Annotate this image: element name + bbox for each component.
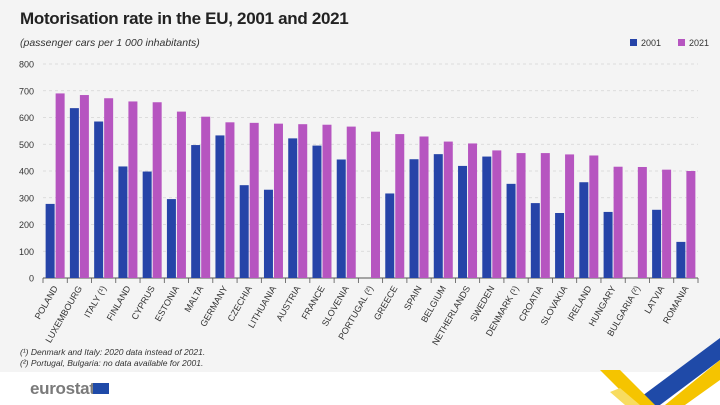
bar-2021 xyxy=(322,124,332,278)
bar-2001 xyxy=(312,145,322,278)
y-tick-label: 200 xyxy=(19,220,34,230)
bar-2021 xyxy=(589,155,599,278)
bar-2001 xyxy=(506,183,516,278)
bar-2021 xyxy=(492,150,502,278)
y-tick-label: 600 xyxy=(19,113,34,123)
bar-2001 xyxy=(288,138,298,278)
bar-2001 xyxy=(579,182,589,278)
x-tick-label: ESTONIA xyxy=(153,284,181,323)
bar-2001 xyxy=(555,212,565,278)
eu-flag-icon xyxy=(93,383,109,394)
bar-2001 xyxy=(433,154,443,278)
bar-2021 xyxy=(371,131,380,278)
bar-2001 xyxy=(676,241,686,278)
y-tick-label: 0 xyxy=(29,274,34,284)
x-tick-label: ITALY (¹) xyxy=(82,284,108,319)
bar-2021 xyxy=(55,93,65,278)
bar-chart: 0100200300400500600700800POLANDLUXEMBOUR… xyxy=(19,38,709,347)
footnote-2: (²) Portugal, Bulgaria: no data availabl… xyxy=(20,358,204,368)
bar-2021 xyxy=(468,143,478,278)
x-tick-label: GREECE xyxy=(372,284,400,322)
bar-2001 xyxy=(239,185,249,278)
bar-2001 xyxy=(142,171,152,278)
bar-2021 xyxy=(443,141,453,278)
bar-2001 xyxy=(94,121,104,278)
y-tick-label: 500 xyxy=(19,140,34,150)
chart-title: Motorisation rate in the EU, 2001 and 20… xyxy=(20,9,349,28)
bar-2001 xyxy=(45,203,55,278)
bar-2021 xyxy=(346,126,356,278)
bar-2001 xyxy=(458,165,468,278)
bar-2001 xyxy=(263,189,273,278)
bar-2001 xyxy=(69,108,79,278)
bar-2021 xyxy=(225,122,235,278)
y-tick-label: 300 xyxy=(19,193,34,203)
x-tick-label: MALTA xyxy=(182,284,205,314)
decorative-chevron-icon xyxy=(600,338,720,405)
legend-label: 2001 xyxy=(641,38,661,48)
bar-2021 xyxy=(104,98,114,279)
bar-2021 xyxy=(613,166,623,278)
bar-2021 xyxy=(152,102,162,278)
y-tick-label: 800 xyxy=(19,60,34,70)
bar-2001 xyxy=(166,199,176,278)
bar-2021 xyxy=(516,153,526,278)
bar-2021 xyxy=(298,124,308,278)
bar-2001 xyxy=(118,166,128,278)
y-tick-label: 400 xyxy=(19,167,34,177)
footnote-1: (¹) Denmark and Italy: 2020 data instead… xyxy=(20,347,206,357)
y-tick-label: 700 xyxy=(19,86,34,96)
x-tick-label: CYPRUS xyxy=(129,284,156,321)
x-tick-label: LATVIA xyxy=(643,284,667,315)
bar-2021 xyxy=(419,136,429,278)
bar-2021 xyxy=(249,122,259,278)
bar-2021 xyxy=(128,101,138,278)
bar-2021 xyxy=(565,154,575,278)
x-tick-label: FRANCE xyxy=(300,284,327,321)
bar-2021 xyxy=(201,116,211,278)
bar-2001 xyxy=(530,203,540,278)
eurostat-logo: eurostat xyxy=(30,379,95,398)
bar-2021 xyxy=(637,166,647,278)
legend-swatch-2021 xyxy=(678,39,685,46)
bar-2001 xyxy=(482,156,492,278)
x-tick-label: POLAND xyxy=(33,284,60,321)
bar-2021 xyxy=(686,171,696,278)
legend-swatch-2001 xyxy=(630,39,637,46)
bar-2001 xyxy=(385,193,395,278)
bar-2001 xyxy=(652,209,662,278)
bar-2021 xyxy=(273,123,283,278)
bar-2021 xyxy=(176,111,186,279)
chart-subtitle: (passenger cars per 1 000 inhabitants) xyxy=(20,37,200,49)
bar-2021 xyxy=(79,95,89,278)
bar-2021 xyxy=(540,153,550,278)
bar-2001 xyxy=(215,135,225,278)
bar-2021 xyxy=(395,134,405,278)
bar-2001 xyxy=(603,211,613,278)
bar-2001 xyxy=(409,159,419,278)
bar-2001 xyxy=(336,159,346,278)
x-tick-label: SPAIN xyxy=(402,284,424,312)
bar-2021 xyxy=(662,169,672,278)
y-tick-label: 100 xyxy=(19,247,34,257)
legend-label: 2021 xyxy=(689,38,709,48)
bar-2001 xyxy=(191,145,201,278)
x-tick-label: AUSTRIA xyxy=(274,284,302,323)
